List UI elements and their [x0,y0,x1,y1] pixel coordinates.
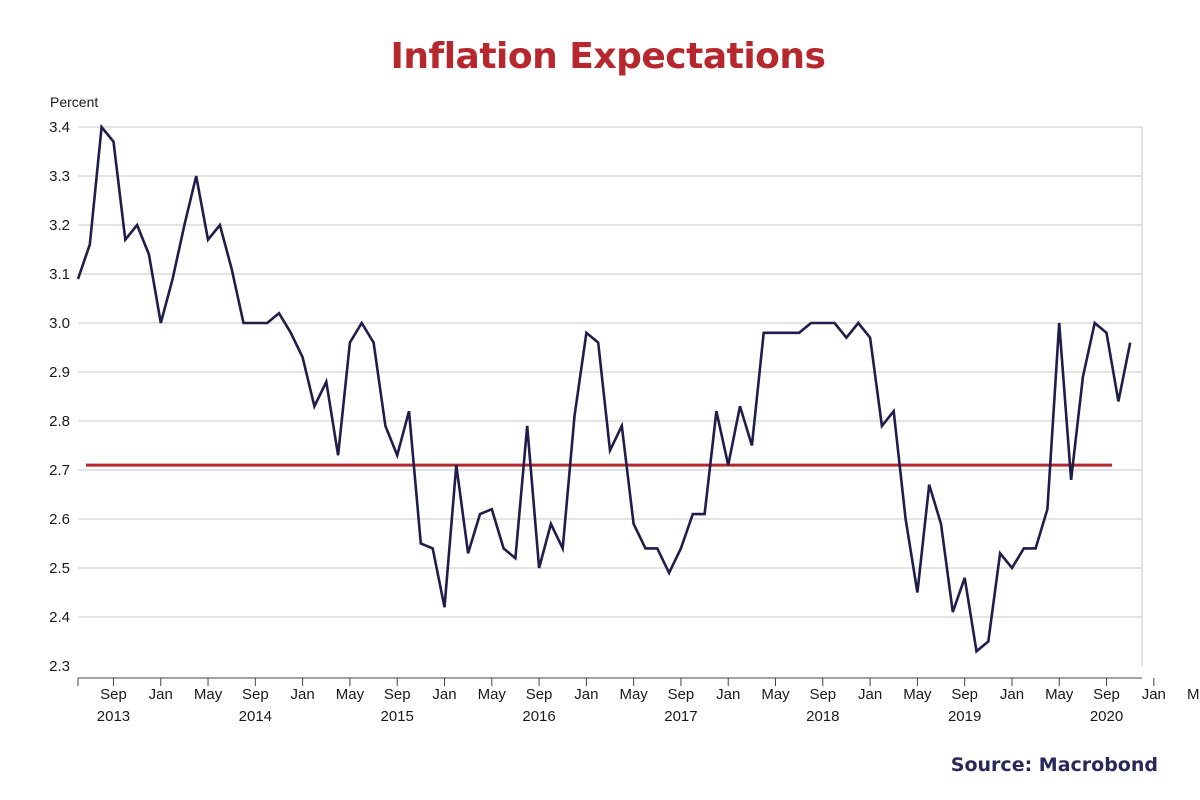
series-group [76,123,1132,654]
x-year-label-7: 2020 [1090,708,1123,725]
x-tick-label-6: Sep [384,686,411,703]
x-year-label-2: 2015 [381,708,414,725]
chart-title: Inflation Expectations [390,36,826,77]
x-tick-label-3: Sep [242,686,269,703]
x-tick-label-9: Sep [526,686,553,703]
y-tick-label-11: 2.3 [49,658,70,675]
x-tick-label-19: Jan [1000,686,1024,703]
x-tick-label-7: Jan [432,686,456,703]
x-tick-label-10: Jan [574,686,598,703]
y-tick-label-3: 3.1 [49,266,70,283]
y-tick-label-5: 2.9 [49,364,70,381]
x-year-label-1: 2014 [239,708,272,725]
x-year-label-4: 2017 [664,708,697,725]
x-tick-label-22: Jan [1142,686,1166,703]
y-tick-label-7: 2.7 [49,462,70,479]
y-tick-label-9: 2.5 [49,560,70,577]
x-year-label-6: 2019 [948,708,981,725]
x-tick-label-11: May [619,686,648,703]
x-tick-label-1: Jan [149,686,173,703]
source-note: Source: Macrobond [950,754,1158,776]
x-year-label-3: 2016 [522,708,555,725]
y-tick-label-1: 3.3 [49,168,70,185]
y-tick-label-8: 2.6 [49,511,70,528]
x-tick-label-4: Jan [291,686,315,703]
y-tick-label-10: 2.4 [49,609,70,626]
x-tick-label-15: Sep [809,686,836,703]
x-axis: Sep Jan May Sep Jan May Sep Jan May Sep Jan May Sep J… [77,677,1200,725]
x-tick-label-21: Sep [1093,686,1120,703]
x-tick-label-12: Sep [668,686,695,703]
x-tick-label-18: Sep [951,686,978,703]
y-tick-label-2: 3.2 [49,217,70,234]
y-tick-label-4: 3.0 [49,315,70,332]
y-tick-label-0: 3.4 [49,119,70,136]
y-axis-label: Percent [50,94,99,110]
x-tick-label-16: Jan [858,686,882,703]
y-tick-labels: 3.4 3.3 3.2 3.1 3.0 2.9 2.8 2.7 2.6 2.5 2.4 2.3 [49,119,70,675]
y-tick-label-6: 2.8 [49,413,70,430]
x-tick-label-17: May [903,686,932,703]
x-tick-label-23: May [1187,686,1200,703]
x-tick-label-8: May [478,686,507,703]
x-tick-label-2: May [194,686,223,703]
gridlines [78,126,1143,666]
x-year-label-5: 2018 [806,708,839,725]
x-tick-label-20: May [1045,686,1074,703]
x-tick-label-5: May [336,686,365,703]
series-line-0 [76,123,1132,654]
x-year-label-0: 2013 [97,708,130,725]
x-tick-label-13: Jan [716,686,740,703]
x-tick-label-0: Sep [100,686,127,703]
x-tick-label-14: May [761,686,790,703]
